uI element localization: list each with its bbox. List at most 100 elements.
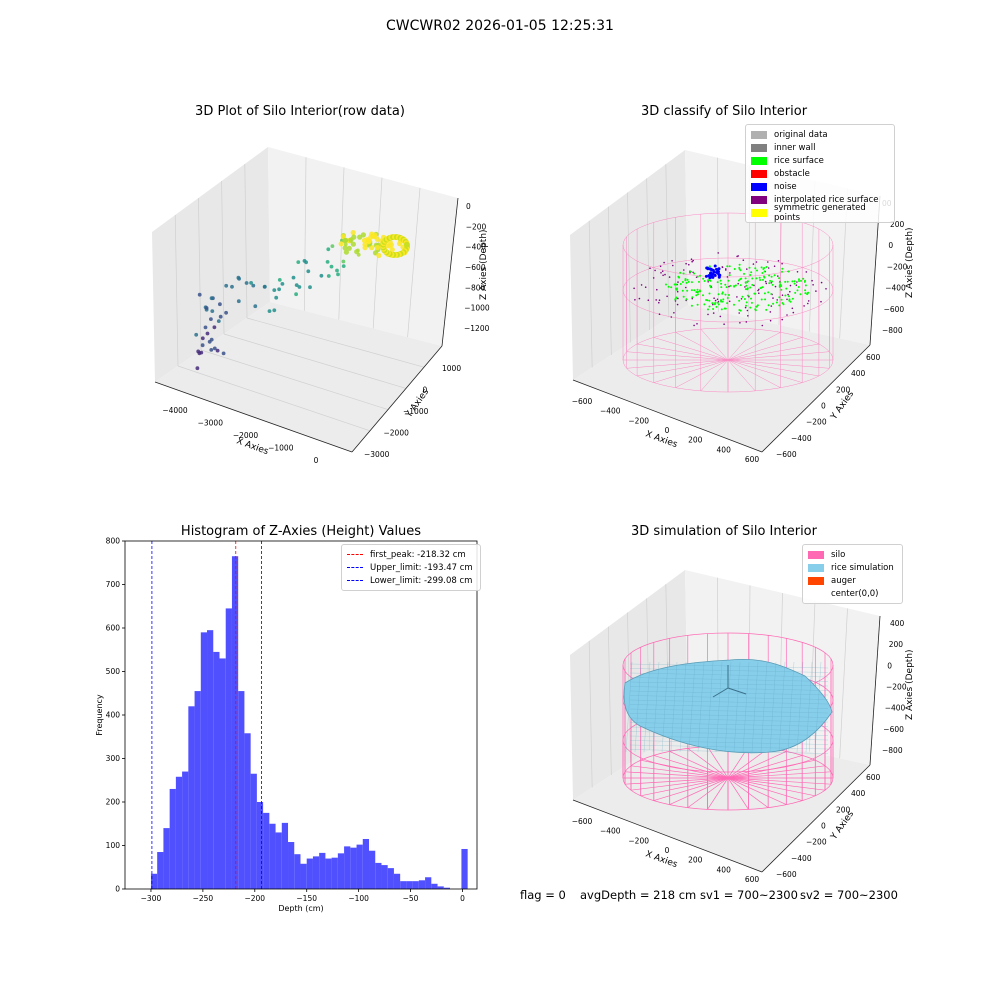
classify-interpolated-point: [696, 323, 698, 325]
raw-data-point: [194, 332, 199, 337]
raw-data-point: [197, 292, 202, 297]
histogram-xtick-label: −100: [348, 894, 369, 903]
histogram-bar: [350, 847, 357, 889]
classify-rice-point: [743, 298, 746, 300]
simulation-legend: silo rice simulation auger center(0,0): [802, 544, 903, 604]
classify-rice-point: [712, 308, 715, 310]
classify-rice-point: [788, 298, 791, 301]
simulation-y-tick-label: 400: [851, 789, 866, 798]
simulation-z-tick-label: −800: [882, 746, 903, 755]
classify-x-tick-label: 200: [688, 436, 703, 445]
simulation-z-tick-label: −200: [886, 683, 907, 692]
histogram-bar: [306, 858, 313, 889]
classify-interpolated-point: [772, 297, 774, 299]
classify-rice-point: [762, 268, 765, 270]
classify-rice-point: [720, 282, 723, 285]
classify-noise-point: [704, 274, 708, 278]
classify-interpolated-point: [744, 306, 747, 309]
raw-data-point: [350, 241, 356, 247]
histogram-ytick-label: 100: [106, 841, 121, 850]
raw-data-point: [326, 274, 331, 278]
classify-rice-point: [698, 289, 701, 292]
classify-rice-point: [765, 308, 768, 311]
classify-rice-point: [695, 291, 698, 293]
histogram-bar: [163, 828, 170, 889]
raw-data-point: [212, 346, 217, 351]
histogram-bar: [312, 856, 320, 890]
classify-rice-point: [667, 285, 670, 288]
histogram-bar: [188, 706, 195, 889]
classify-interpolated-point: [658, 301, 660, 304]
classify-rice-point: [759, 279, 762, 281]
classify-interpolated-point: [652, 277, 655, 279]
classify-rice-point: [786, 280, 789, 283]
classify-rice-point: [724, 293, 727, 296]
classify-rice-point: [697, 290, 700, 293]
classify-x-tick-label: 0: [665, 426, 670, 435]
classify-rice-point: [806, 292, 809, 294]
classify-legend-swatch: [751, 208, 767, 217]
raw-data-point: [277, 278, 282, 282]
classify-rice-point: [733, 268, 736, 270]
classify-interpolated-point: [725, 268, 727, 270]
classify-interpolated-point: [765, 282, 768, 285]
raw-data-point: [343, 237, 349, 243]
simulation-legend-swatch: [808, 576, 824, 585]
classify-rice-point: [681, 281, 684, 283]
histogram-bar: [157, 852, 164, 889]
simulation-legend-entry: silo: [808, 548, 897, 561]
classify-interpolated-point: [666, 295, 668, 298]
classify-rice-point: [738, 299, 741, 302]
classify-rice-point: [750, 301, 753, 304]
histogram-bar: [182, 771, 189, 889]
classify-interpolated-point: [796, 281, 798, 283]
histogram-bar: [393, 873, 401, 889]
classify-rice-point: [733, 303, 735, 306]
histogram-bar: [400, 881, 407, 889]
classify-legend-label: inner wall: [774, 142, 816, 153]
classify-interpolated-point: [746, 268, 748, 270]
raw-data-point: [343, 242, 348, 247]
classify-interpolated-point: [739, 322, 741, 324]
classify-interpolated-point: [676, 290, 679, 293]
histogram-legend-label: first_peak: -218.32 cm: [370, 549, 466, 560]
classify-rice-point: [726, 297, 729, 299]
classify-rice-point: [713, 303, 716, 306]
raw-zlabel: Z Axies (Depth): [479, 229, 489, 300]
raw-data-point: [280, 282, 285, 286]
classify-rice-point: [796, 289, 799, 292]
classify-rice-point: [720, 286, 723, 289]
classify-rice-point: [770, 275, 773, 278]
classify-rice-point: [725, 286, 728, 289]
classify-rice-point: [791, 280, 794, 283]
classify-rice-point: [750, 271, 753, 274]
histogram-bar: [275, 832, 282, 889]
histogram-bar: [369, 850, 376, 889]
classify-rice-point: [767, 304, 770, 307]
classify-rice-point: [706, 299, 709, 302]
classify-rice-point: [707, 308, 709, 311]
classify-noise-point: [711, 272, 715, 276]
classify-interpolated-point: [781, 318, 783, 321]
histogram-bar: [337, 853, 345, 889]
classify-interpolated-point: [728, 285, 730, 288]
classify-rice-point: [696, 303, 699, 306]
classify-rice-point: [781, 270, 783, 273]
classify-interpolated-point: [663, 261, 665, 264]
histogram-bar: [194, 691, 201, 889]
classify-rice-point: [763, 292, 766, 295]
histogram-bar: [344, 846, 351, 889]
classify-interpolated-point: [820, 300, 822, 303]
classify-rice-point: [737, 279, 740, 282]
histogram-bar: [425, 877, 432, 889]
classify-interpolated-point: [820, 281, 823, 284]
classify-rice-point: [768, 282, 771, 285]
classify-rice-point: [716, 301, 719, 304]
raw-data-point: [209, 296, 214, 301]
classify-rice-point: [782, 303, 785, 306]
raw-data-point: [294, 292, 298, 297]
classify-interpolated-point: [811, 279, 813, 282]
raw-data-point: [216, 319, 221, 323]
classify-rice-point: [772, 302, 775, 305]
classify-interpolated-point: [649, 267, 651, 270]
